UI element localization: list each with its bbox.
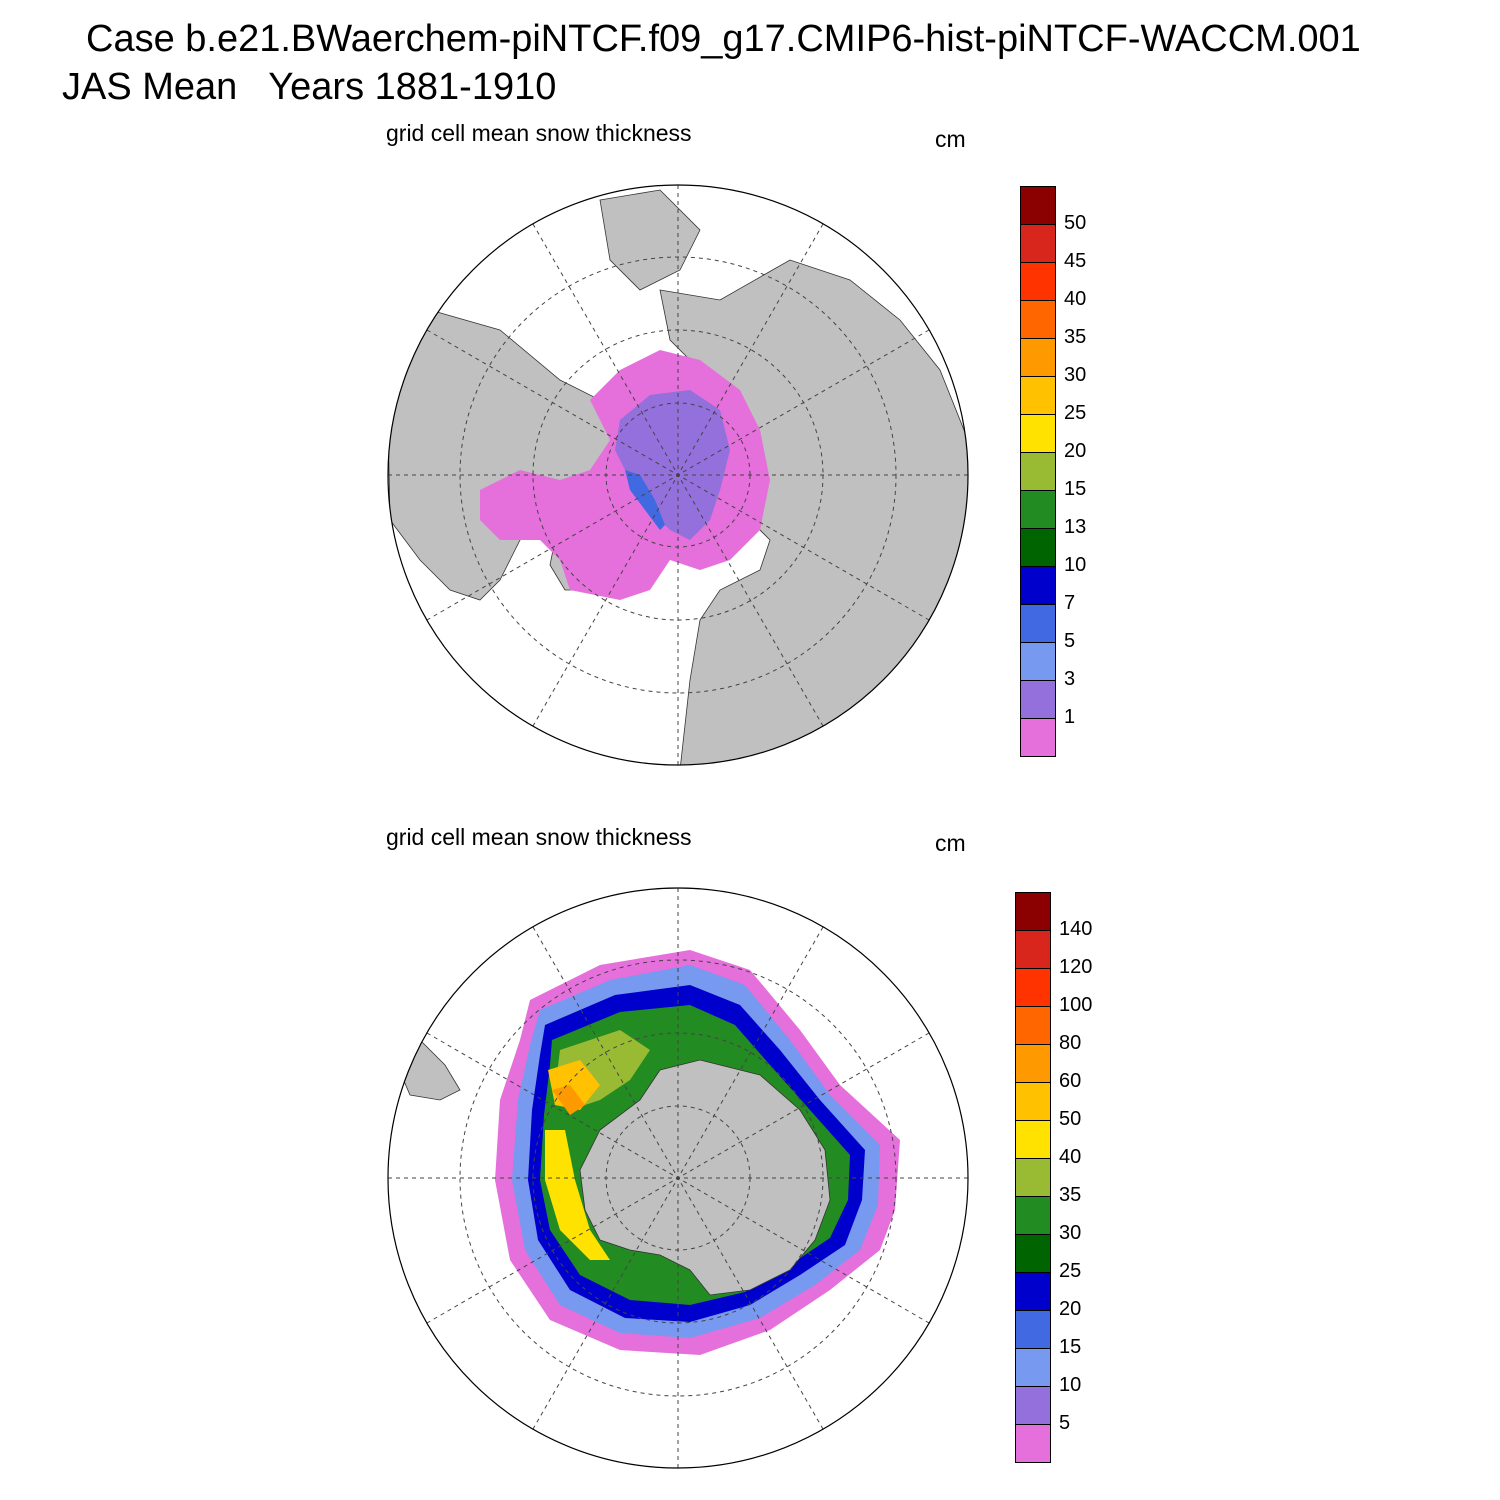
south-colorbar-swatch bbox=[1015, 1044, 1051, 1083]
south-panel-title: grid cell mean snow thickness bbox=[386, 824, 692, 850]
south-colorbar: 140 120 100 80 60 50 40 35 30 25 20 15 10 5 bbox=[1015, 892, 1115, 1464]
south-colorbar-label: 120 bbox=[1059, 956, 1093, 978]
north-colorbar-label: 5 bbox=[1064, 630, 1076, 652]
south-colorbar-swatch bbox=[1015, 930, 1051, 969]
north-colorbar-swatch bbox=[1020, 224, 1056, 263]
north-colorbar-swatch bbox=[1020, 642, 1056, 681]
south-colorbar-swatch bbox=[1015, 1158, 1051, 1197]
south-colorbar-label: 100 bbox=[1059, 994, 1093, 1016]
north-colorbar-swatch bbox=[1020, 680, 1056, 719]
south-colorbar-swatch bbox=[1015, 968, 1051, 1007]
north-colorbar-swatch bbox=[1020, 718, 1056, 757]
north-colorbar-label: 40 bbox=[1064, 288, 1087, 310]
north-colorbar-swatch bbox=[1020, 566, 1056, 605]
south-colorbar-label: 10 bbox=[1059, 1374, 1082, 1396]
south-colorbar-label: 25 bbox=[1059, 1260, 1082, 1282]
north-colorbar-swatch bbox=[1020, 376, 1056, 415]
south-panel-units: cm bbox=[935, 830, 966, 856]
north-colorbar-label: 15 bbox=[1064, 478, 1087, 500]
north-panel-title: grid cell mean snow thickness bbox=[386, 120, 692, 146]
south-colorbar-swatch bbox=[1015, 1272, 1051, 1311]
north-colorbar-label: 20 bbox=[1064, 440, 1087, 462]
north-colorbar-swatch bbox=[1020, 452, 1056, 491]
north-snow-1-3 bbox=[615, 390, 730, 540]
north-colorbar-swatch bbox=[1020, 186, 1056, 225]
south-colorbar-label: 50 bbox=[1059, 1108, 1082, 1130]
south-colorbar-swatch bbox=[1015, 1348, 1051, 1387]
north-colorbar-label: 30 bbox=[1064, 364, 1087, 386]
south-colorbar-label: 5 bbox=[1059, 1412, 1071, 1434]
figure-subtitle: JAS Mean Years 1881-1910 bbox=[62, 66, 557, 108]
south-colorbar-label: 60 bbox=[1059, 1070, 1082, 1092]
north-colorbar-label: 50 bbox=[1064, 212, 1087, 234]
north-polar-map bbox=[387, 184, 969, 766]
south-colorbar-swatch bbox=[1015, 1196, 1051, 1235]
south-colorbar-swatch bbox=[1015, 1006, 1051, 1045]
south-colorbar-swatch bbox=[1015, 1424, 1051, 1463]
south-colorbar-label: 15 bbox=[1059, 1336, 1082, 1358]
north-colorbar-label: 7 bbox=[1064, 592, 1076, 614]
south-colorbar-label: 40 bbox=[1059, 1146, 1082, 1168]
south-colorbar-label: 80 bbox=[1059, 1032, 1082, 1054]
north-panel-units: cm bbox=[935, 126, 966, 152]
south-colorbar-swatch bbox=[1015, 1386, 1051, 1425]
north-colorbar-swatch bbox=[1020, 338, 1056, 377]
north-colorbar-label: 10 bbox=[1064, 554, 1087, 576]
south-snow-40-50 bbox=[545, 1130, 610, 1260]
north-colorbar-label: 1 bbox=[1064, 706, 1076, 728]
north-colorbar-swatch bbox=[1020, 604, 1056, 643]
south-snow-60-80 bbox=[552, 1085, 585, 1115]
south-colorbar-label: 30 bbox=[1059, 1222, 1082, 1244]
south-colorbar-swatch bbox=[1015, 1120, 1051, 1159]
north-colorbar-label: 13 bbox=[1064, 516, 1087, 538]
north-colorbar-swatch bbox=[1020, 262, 1056, 301]
south-colorbar-label: 35 bbox=[1059, 1184, 1082, 1206]
north-colorbar-label: 3 bbox=[1064, 668, 1076, 690]
north-colorbar-swatch bbox=[1020, 300, 1056, 339]
south-colorbar-label: 20 bbox=[1059, 1298, 1082, 1320]
figure-title: Case b.e21.BWaerchem-piNTCF.f09_g17.CMIP… bbox=[86, 18, 1361, 60]
south-polar-map bbox=[387, 887, 969, 1469]
bering-region-landmass bbox=[599, 189, 701, 291]
north-colorbar-swatch bbox=[1020, 528, 1056, 567]
north-graticule bbox=[388, 185, 968, 765]
south-colorbar-swatch bbox=[1015, 1310, 1051, 1349]
north-colorbar-swatch bbox=[1020, 490, 1056, 529]
north-colorbar-label: 25 bbox=[1064, 402, 1087, 424]
south-graticule bbox=[388, 888, 968, 1468]
north-colorbar: 50 45 40 35 30 25 20 15 13 10 7 5 3 1 bbox=[1020, 186, 1120, 758]
south-colorbar-swatch bbox=[1015, 1082, 1051, 1121]
north-colorbar-swatch bbox=[1020, 414, 1056, 453]
south-colorbar-swatch bbox=[1015, 892, 1051, 931]
north-colorbar-label: 45 bbox=[1064, 250, 1087, 272]
south-colorbar-label: 140 bbox=[1059, 918, 1093, 940]
south-colorbar-swatch bbox=[1015, 1234, 1051, 1273]
north-colorbar-label: 35 bbox=[1064, 326, 1087, 348]
